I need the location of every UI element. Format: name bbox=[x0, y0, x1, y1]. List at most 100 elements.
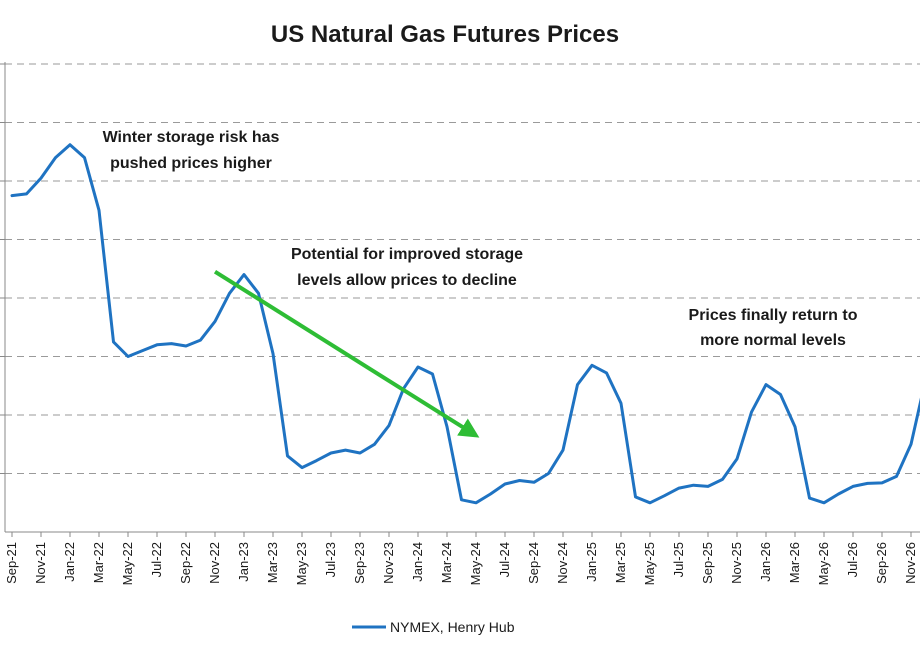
data-point bbox=[54, 156, 57, 159]
data-point bbox=[373, 443, 376, 446]
data-point bbox=[692, 484, 695, 487]
x-tick-label: Mar-23 bbox=[265, 542, 280, 583]
data-point bbox=[83, 156, 86, 159]
annotation-line: Prices finally return to bbox=[689, 307, 858, 324]
data-point bbox=[184, 344, 188, 348]
data-point bbox=[837, 492, 840, 496]
data-point bbox=[706, 485, 710, 488]
data-point bbox=[286, 454, 289, 458]
data-point bbox=[445, 425, 449, 428]
data-point bbox=[257, 292, 260, 295]
x-tick-label: Nov-26 bbox=[903, 542, 918, 584]
x-tick-label: Mar-25 bbox=[613, 542, 628, 583]
legend: NYMEX, Henry Hub bbox=[352, 619, 515, 635]
x-tick-label: Jul-26 bbox=[845, 542, 860, 577]
x-tick-label: Mar-24 bbox=[439, 542, 454, 583]
x-tick-label: Nov-21 bbox=[33, 542, 48, 584]
x-tick-label: Sep-24 bbox=[526, 542, 541, 584]
series-layer bbox=[10, 143, 920, 505]
data-point bbox=[199, 338, 202, 342]
data-point bbox=[518, 479, 521, 482]
data-point bbox=[605, 371, 608, 375]
x-tick-label: Nov-22 bbox=[207, 542, 222, 584]
chart-title: US Natural Gas Futures Prices bbox=[271, 21, 619, 48]
data-point bbox=[663, 494, 666, 497]
gridlines bbox=[0, 63, 920, 474]
annotations: Winter storage risk has pushed prices hig… bbox=[103, 129, 858, 349]
data-point bbox=[300, 466, 304, 469]
annotation-line: levels allow prices to decline bbox=[297, 272, 517, 289]
data-point bbox=[779, 393, 782, 396]
data-point bbox=[39, 176, 43, 180]
data-point bbox=[532, 481, 536, 484]
data-point bbox=[561, 448, 565, 452]
trend-arrow bbox=[213, 269, 480, 438]
trend-arrow-layer bbox=[213, 269, 480, 438]
data-point bbox=[503, 482, 507, 486]
data-point bbox=[315, 459, 318, 462]
x-tick-label: Sep-23 bbox=[352, 542, 367, 584]
data-point bbox=[68, 143, 72, 146]
data-point bbox=[25, 192, 28, 196]
data-point bbox=[460, 498, 463, 502]
legend-label: NYMEX, Henry Hub bbox=[390, 619, 515, 635]
x-tick-label: Jan-26 bbox=[758, 542, 773, 582]
annotation-line: Winter storage risk has bbox=[103, 129, 280, 146]
x-tick-label: Sep-26 bbox=[874, 542, 889, 584]
x-tick-label: Sep-25 bbox=[700, 542, 715, 584]
data-point bbox=[228, 292, 231, 295]
data-point bbox=[808, 496, 811, 500]
data-point bbox=[97, 209, 101, 212]
data-point bbox=[271, 352, 275, 355]
data-point bbox=[213, 320, 217, 323]
data-point bbox=[329, 451, 333, 455]
x-tick-label: Mar-22 bbox=[91, 542, 106, 583]
data-point bbox=[793, 425, 797, 428]
x-tick-label: Jan-22 bbox=[62, 542, 77, 582]
data-point bbox=[126, 355, 130, 358]
x-tick-label: May-23 bbox=[294, 542, 309, 585]
x-tick-label: Sep-21 bbox=[4, 542, 19, 584]
data-point bbox=[764, 383, 768, 386]
data-point bbox=[387, 424, 391, 427]
data-point bbox=[822, 501, 826, 504]
data-point bbox=[474, 501, 478, 504]
data-point bbox=[851, 485, 855, 488]
data-point bbox=[866, 482, 869, 485]
data-point bbox=[155, 343, 159, 346]
x-tick-label: May-22 bbox=[120, 542, 135, 585]
series-line bbox=[10, 143, 920, 505]
data-point bbox=[547, 472, 550, 475]
data-point bbox=[489, 492, 492, 496]
data-point bbox=[358, 451, 362, 455]
x-tick-label: Jan-25 bbox=[584, 542, 599, 582]
data-point bbox=[634, 495, 637, 499]
x-tick-label: May-24 bbox=[468, 542, 483, 585]
data-point bbox=[416, 365, 420, 369]
data-point bbox=[735, 457, 739, 461]
x-tick-label: Nov-24 bbox=[555, 542, 570, 584]
data-point bbox=[880, 481, 884, 485]
x-tick-label: Jul-25 bbox=[671, 542, 686, 577]
data-point bbox=[112, 340, 115, 344]
x-tick-label: Jan-23 bbox=[236, 542, 251, 582]
data-point bbox=[141, 349, 144, 352]
x-tick-label: Jul-22 bbox=[149, 542, 164, 577]
data-point bbox=[619, 402, 623, 405]
annotation-line: Potential for improved storage bbox=[291, 246, 523, 263]
annotation-line: pushed prices higher bbox=[110, 155, 272, 172]
data-point bbox=[590, 364, 594, 367]
x-tick-label: Jan-24 bbox=[410, 542, 425, 582]
data-point bbox=[721, 478, 724, 481]
x-tick-label: Jul-24 bbox=[497, 542, 512, 577]
x-tick-label: Sep-22 bbox=[178, 542, 193, 584]
x-tick-labels: Sep-21 Nov-21 Jan-22 Mar-22 May-22 Jul-22 Sep-… bbox=[4, 532, 918, 585]
x-tick-label: Nov-23 bbox=[381, 542, 396, 584]
data-point bbox=[648, 501, 652, 504]
data-point bbox=[242, 273, 246, 276]
data-point bbox=[576, 383, 579, 386]
data-point bbox=[10, 194, 14, 197]
data-point bbox=[431, 372, 434, 376]
